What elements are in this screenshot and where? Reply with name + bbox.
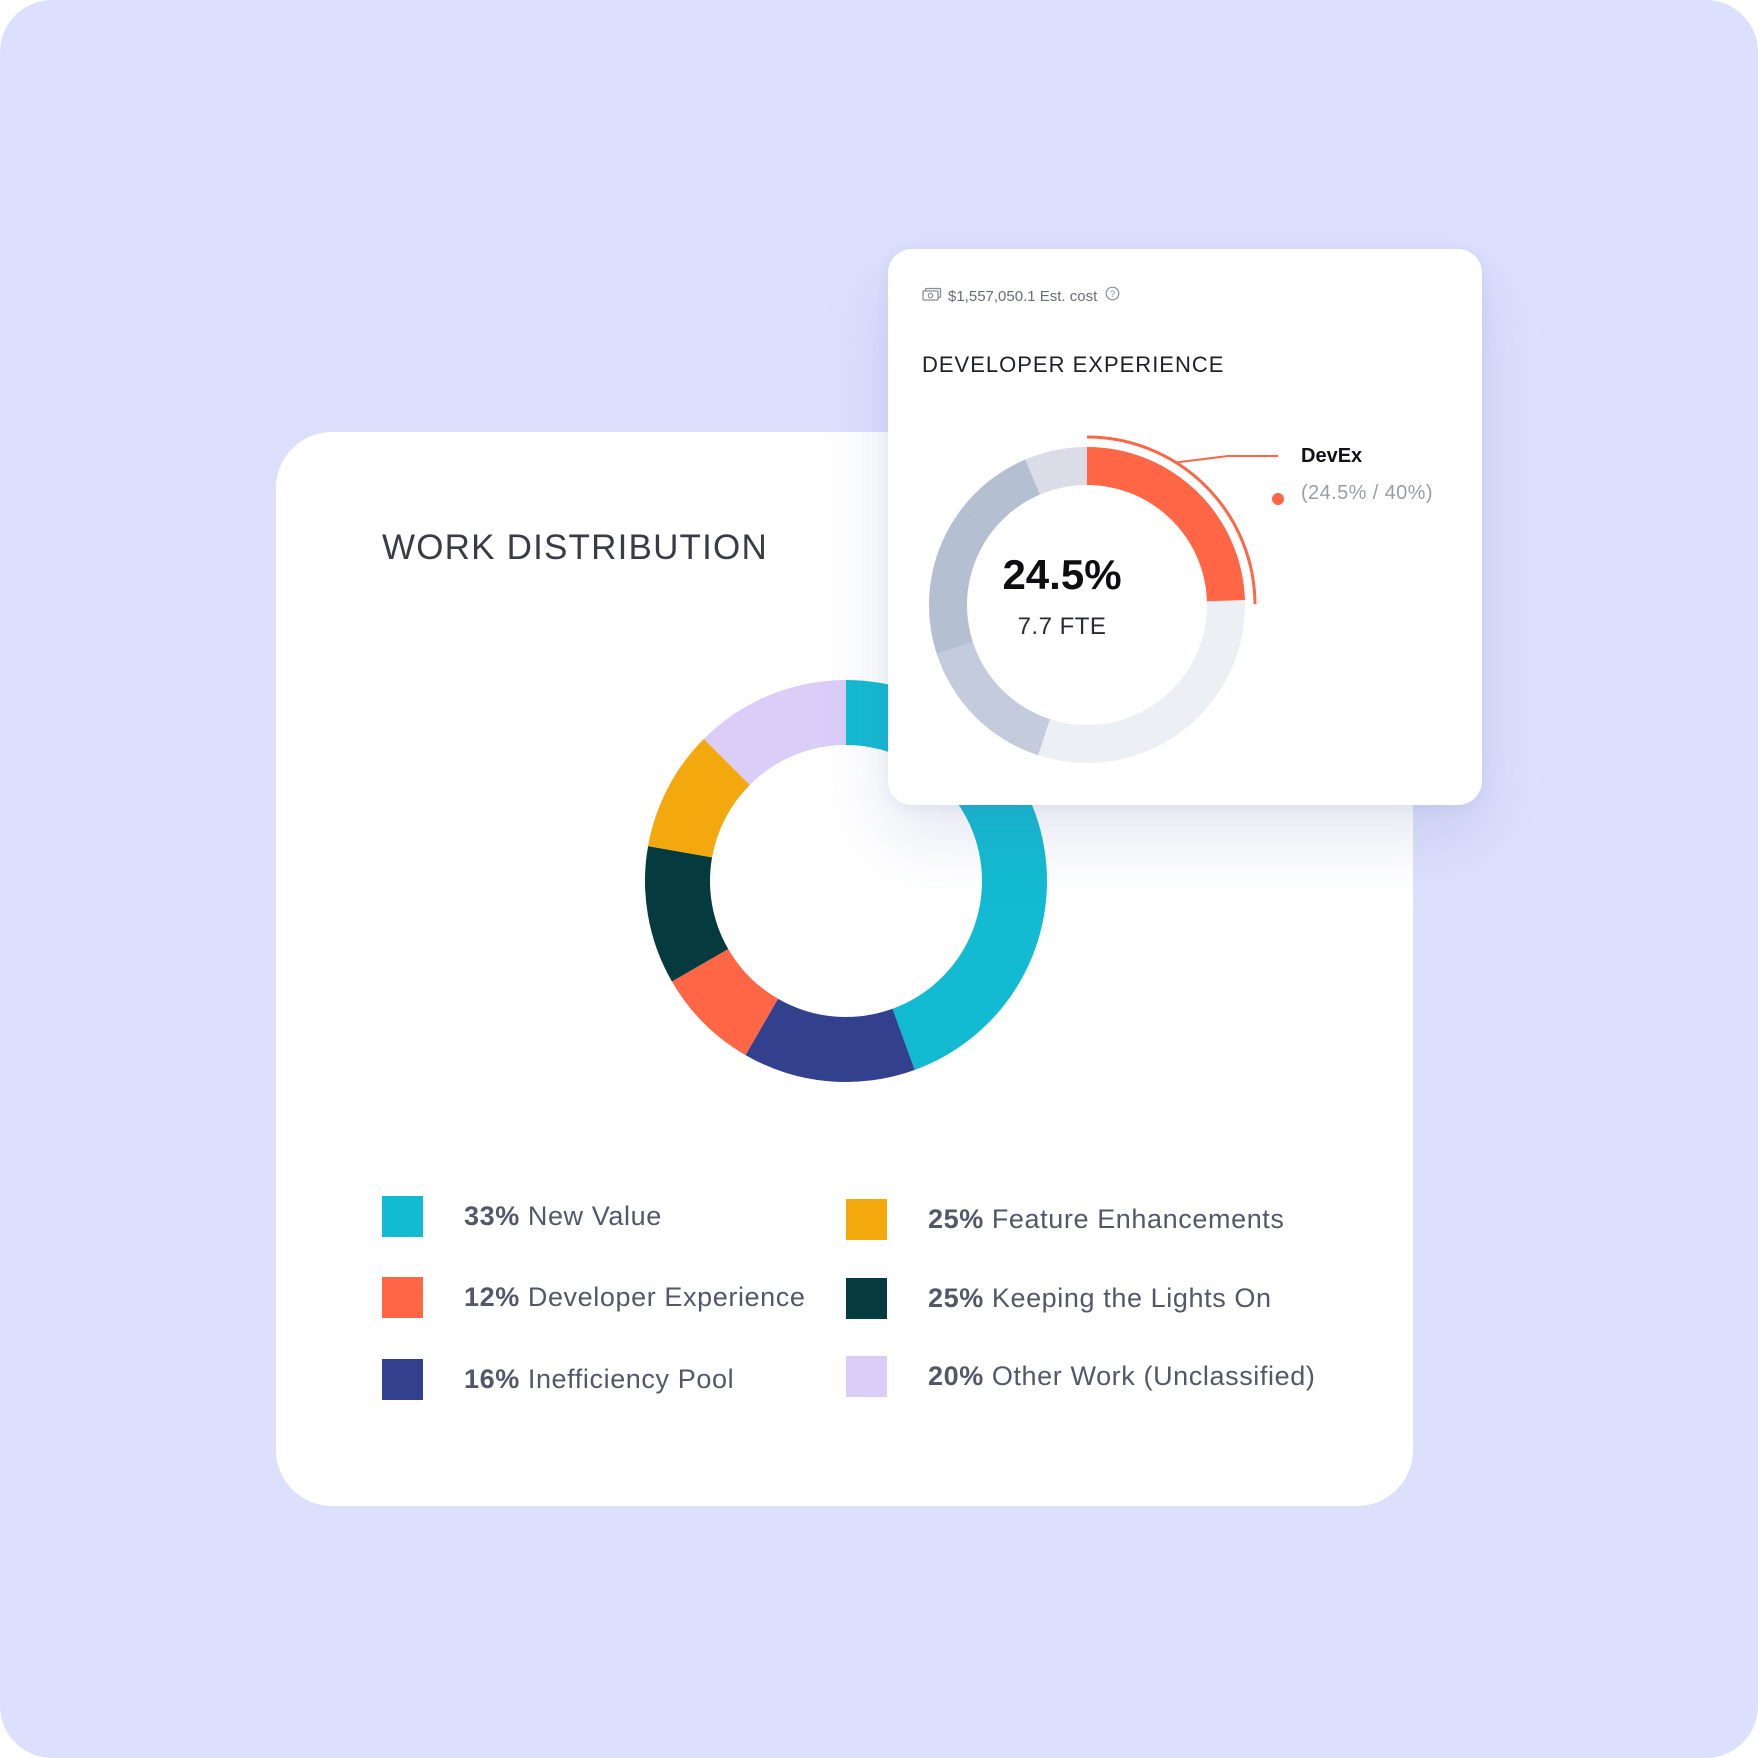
legend-swatch-inefficiency-pool	[382, 1358, 423, 1400]
callout-label: DevEx	[1301, 445, 1363, 467]
devex-indicator-arc	[1086, 435, 1257, 605]
legend-pct: 16%	[464, 1363, 520, 1394]
developer-experience-popup: $1,557,050.1 Est. cost ? DEVELOPER EXPER…	[888, 249, 1482, 805]
help-circle-icon[interactable]: ?	[1105, 286, 1120, 306]
legend-item-new-value: 33% New Value	[382, 1195, 662, 1237]
legend-label: Other Work (Unclassified)	[991, 1360, 1316, 1391]
donut-slice-other-work-unclassified[interactable]	[703, 680, 846, 785]
legend-item-other-work: 20% Other Work (Unclassified)	[846, 1355, 1315, 1397]
legend-pct: 25%	[928, 1203, 984, 1234]
legend-pct: 20%	[928, 1360, 984, 1391]
legend-label: Inefficiency Pool	[527, 1363, 735, 1394]
legend-item-developer-experience: 12% Developer Experience	[382, 1276, 806, 1318]
est-cost-row: $1,557,050.1 Est. cost ?	[922, 286, 1120, 306]
legend-swatch-new-value	[382, 1195, 423, 1237]
legend-label: Developer Experience	[527, 1281, 806, 1312]
callout-leader-line	[1175, 455, 1278, 464]
donut-slice-keeping-the-lights-on[interactable]	[645, 846, 729, 982]
legend-swatch-feature-enhancements	[846, 1198, 887, 1240]
donut-segment-other-1[interactable]	[936, 642, 1050, 756]
work-distribution-title: WORK DISTRIBUTION	[382, 528, 768, 567]
legend-item-feature-enhancements: 25% Feature Enhancements	[846, 1198, 1285, 1240]
popup-title: DEVELOPER EXPERIENCE	[922, 352, 1225, 377]
legend-swatch-developer-experience	[382, 1276, 423, 1318]
donut-slice-inefficiency-pool[interactable]	[745, 998, 915, 1082]
legend-pct: 25%	[928, 1282, 984, 1313]
donut-segment-other-4[interactable]	[1025, 447, 1087, 495]
legend-swatch-other-work	[846, 1355, 887, 1397]
donut-segment-devex[interactable]	[1087, 447, 1245, 602]
legend-label: New Value	[527, 1200, 662, 1231]
callout-values: (24.5% / 40%)	[1301, 482, 1433, 504]
legend-label: Keeping the Lights On	[991, 1282, 1272, 1313]
donut-segment-other-3[interactable]	[962, 459, 1041, 532]
legend-swatch-keeping-lights-on	[846, 1277, 887, 1319]
legend-pct: 33%	[464, 1200, 520, 1231]
donut-segment-other-2[interactable]	[929, 507, 993, 654]
svg-text:?: ?	[1110, 289, 1115, 299]
legend-item-inefficiency-pool: 16% Inefficiency Pool	[382, 1358, 734, 1400]
developer-experience-donut	[929, 435, 1278, 763]
legend-pct: 12%	[464, 1281, 520, 1312]
callout-dot	[1272, 493, 1284, 505]
legend-label: Feature Enhancements	[991, 1203, 1285, 1234]
center-percentage: 24.5%	[1002, 551, 1122, 598]
money-icon	[922, 287, 942, 306]
est-cost-text: $1,557,050.1 Est. cost	[948, 287, 1098, 305]
donut-slice-feature-enhancements[interactable]	[648, 738, 750, 858]
legend-item-keeping-lights-on: 25% Keeping the Lights On	[846, 1277, 1272, 1319]
donut-slice-developer-experience[interactable]	[671, 949, 778, 1056]
center-fte: 7.7 FTE	[1017, 613, 1107, 640]
